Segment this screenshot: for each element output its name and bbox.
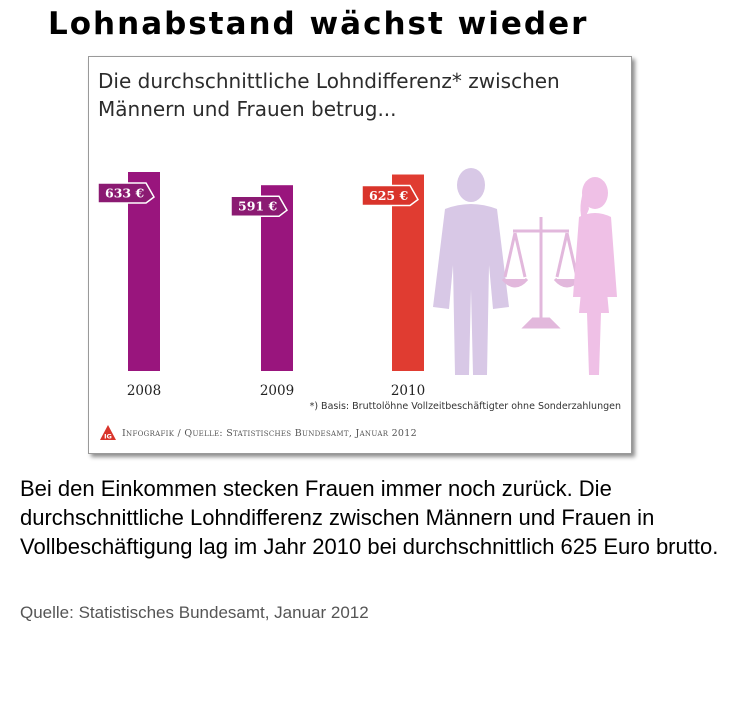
source-text: Quelle: Statistisches Bundesamt, Januar … bbox=[20, 603, 369, 622]
page-headline: Lohnabstand wächst wieder bbox=[48, 6, 589, 42]
value-label-flag bbox=[230, 195, 288, 217]
value-label-2008: 633 € bbox=[97, 182, 155, 204]
chart-footnote: *) Basis: Bruttolöhne Vollzeitbeschäftig… bbox=[309, 401, 621, 412]
scales-of-justice-icon bbox=[501, 217, 581, 329]
credit-text: Infografik / Quelle: Statistisches Bunde… bbox=[122, 427, 417, 439]
credit-line: IG Infografik / Quelle: Statistisches Bu… bbox=[99, 424, 417, 442]
chart-title: Die durchschnittliche Lohndifferenz* zwi… bbox=[98, 69, 560, 121]
bar-2008 bbox=[128, 172, 160, 371]
value-label-flag bbox=[97, 182, 155, 204]
x-axis-ticks: 2008 2009 2010 bbox=[127, 383, 425, 399]
value-label-flag bbox=[361, 184, 419, 207]
logo-text: IG bbox=[104, 433, 112, 441]
value-labels-group: 633 € 591 € 625 € bbox=[97, 182, 419, 217]
value-label-2009: 591 € bbox=[230, 195, 288, 217]
woman-silhouette bbox=[573, 177, 617, 375]
value-label-text: 625 € bbox=[369, 188, 408, 203]
infographic-panel: 633 € 591 € 625 € 2008 2009 2010 Die durchsc… bbox=[88, 56, 632, 454]
description-text: Bei den Einkommen stecken Frauen immer n… bbox=[20, 476, 719, 559]
x-tick-2010: 2010 bbox=[391, 383, 425, 399]
man-silhouette bbox=[433, 168, 509, 375]
value-label-text: 591 € bbox=[238, 199, 277, 214]
bar-chart: 633 € 591 € 625 € 2008 2009 2010 bbox=[97, 168, 617, 399]
bar-2010 bbox=[392, 174, 424, 371]
value-label-2010: 625 € bbox=[361, 184, 419, 207]
value-label-text: 633 € bbox=[105, 186, 144, 201]
x-tick-2009: 2009 bbox=[260, 383, 294, 399]
ig-metall-logo: IG bbox=[100, 425, 116, 441]
x-tick-2008: 2008 bbox=[127, 383, 161, 399]
